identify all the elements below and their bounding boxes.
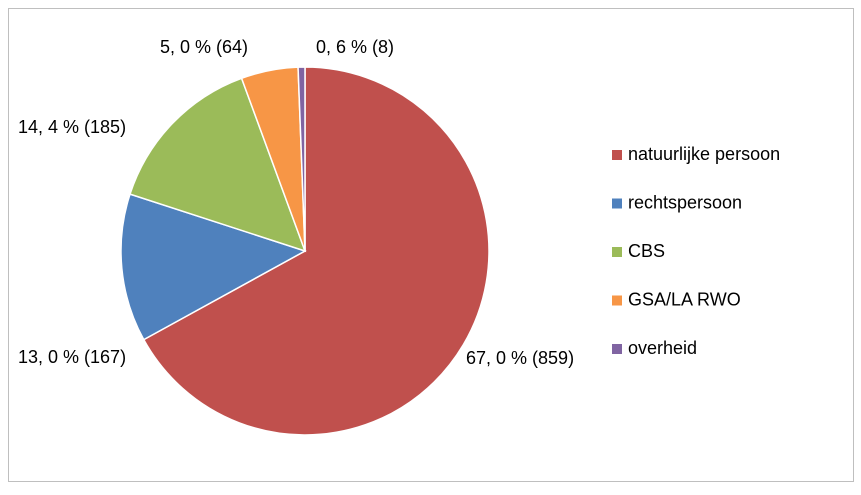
pie-slice [297, 66, 306, 252]
legend-label: GSA/LA RWO [628, 289, 741, 309]
pie-slice [120, 193, 307, 341]
data-label: 0, 6 % (8) [316, 37, 394, 57]
data-label: 5, 0 % (64) [160, 37, 248, 57]
legend-label: natuurlijke persoon [628, 144, 780, 164]
legend-swatch [612, 295, 622, 306]
data-label: 67, 0 % (859) [466, 348, 574, 368]
data-label: 13, 0 % (167) [18, 347, 126, 367]
legend-label: rechtspersoon [628, 192, 742, 212]
legend-swatch [612, 150, 622, 160]
pie-slice [142, 66, 490, 436]
pie-slice [129, 77, 307, 253]
legend-swatch [612, 198, 622, 209]
data-label: 14, 4 % (185) [18, 117, 126, 137]
legend-label: CBS [628, 241, 665, 261]
legend-swatch [612, 344, 622, 354]
legend-swatch [612, 247, 622, 257]
legend-label: overheid [628, 338, 697, 358]
